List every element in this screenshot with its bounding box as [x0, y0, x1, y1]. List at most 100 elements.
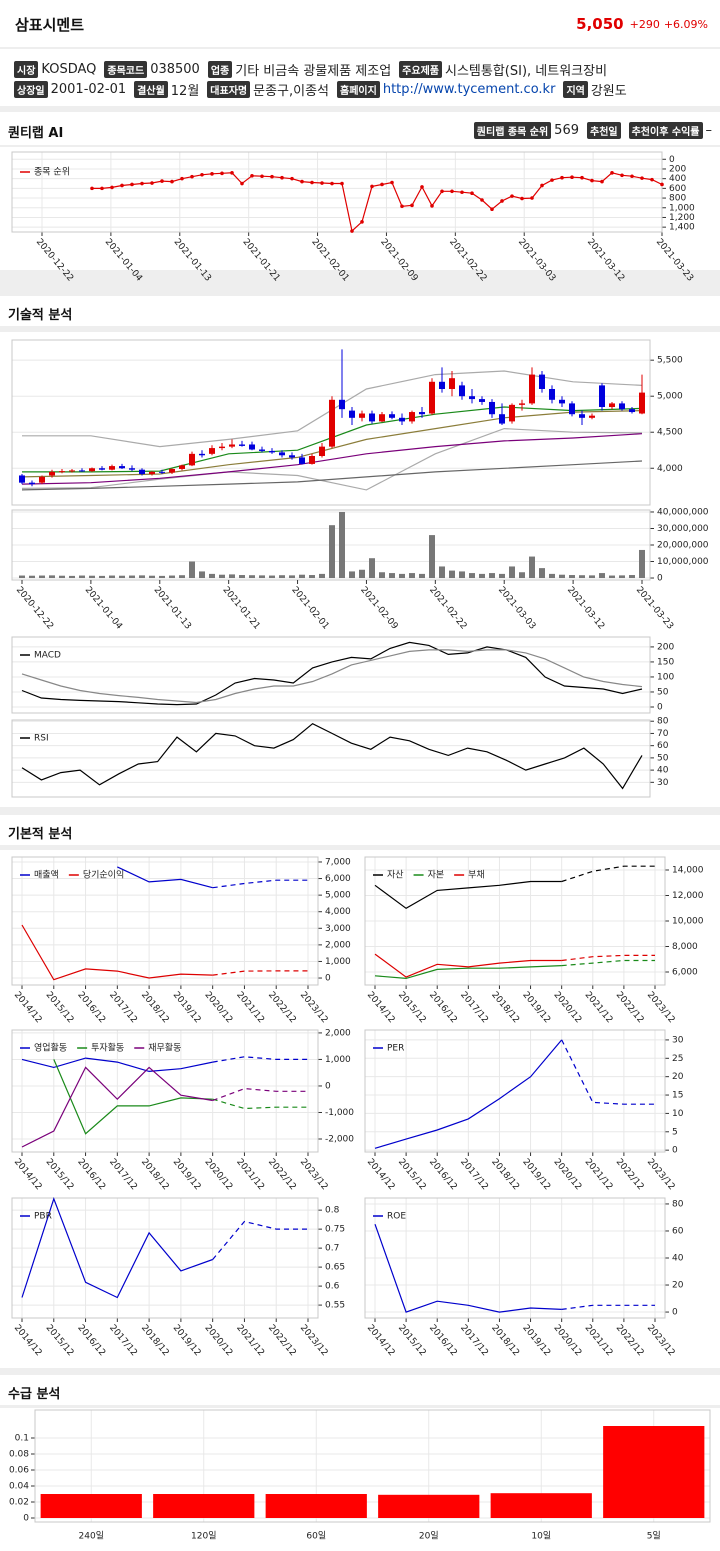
candle-body [449, 378, 455, 389]
forecast-line [212, 970, 308, 976]
bar [153, 1494, 255, 1518]
rank-point [500, 199, 504, 203]
volume-bar [639, 549, 645, 579]
volume-bar [79, 575, 85, 579]
y-tick-label: 10 [672, 1109, 684, 1119]
y-tick-label: 100 [657, 672, 674, 682]
rank-point [260, 174, 264, 179]
y-tick-label: 6,000 [325, 874, 351, 884]
candle-body [489, 401, 495, 415]
rank-point [240, 181, 244, 186]
rank-point [120, 183, 124, 188]
rank-point [110, 185, 114, 190]
y-tick-label: 0 [325, 974, 331, 984]
line [21, 1057, 213, 1073]
y-tick-label: 5,000 [325, 891, 351, 901]
y-tick-label: 0.1 [15, 1434, 29, 1444]
candle-body [159, 471, 165, 473]
section-title: 기본적 분석 [8, 827, 73, 842]
y-tick-label: 70 [657, 729, 669, 739]
candle-body [149, 471, 155, 475]
fundamental-panel [0, 850, 720, 1368]
y-tick-label: 0.08 [9, 1450, 29, 1460]
stock-name: 삼표시멘트 [15, 16, 85, 34]
info-value[interactable]: http://www.tycement.co.kr [382, 82, 556, 97]
y-tick-label: 0.6 [325, 1282, 340, 1292]
volume-bar [499, 573, 505, 579]
volume-bar [449, 570, 455, 579]
volume-bar [209, 573, 215, 579]
quantilab-stats: 퀀티랩 종목 순위 569 추천일 추천이후 수익률 – [473, 122, 712, 139]
rank-point [140, 181, 144, 186]
volume-bar [459, 571, 465, 579]
volume-bar [139, 575, 145, 579]
forecast-line [212, 879, 308, 889]
info-value: 038500 [150, 62, 200, 77]
candle-body [609, 403, 615, 408]
candle-body [479, 399, 485, 402]
price-change-pct: +6.09% [663, 17, 708, 31]
line [21, 1066, 213, 1148]
candle-body [169, 468, 175, 473]
candle-body [129, 468, 135, 470]
legend-label: 투자활동 [91, 1042, 124, 1054]
volume-bar [389, 573, 395, 579]
volume-bar [599, 573, 605, 579]
candle-body [59, 471, 65, 473]
y-tick-label: 2,000 [325, 1028, 351, 1038]
info-label: 업종 [207, 61, 233, 78]
volume-bar [189, 561, 195, 579]
plot-frame [11, 151, 663, 233]
indicator-line [21, 410, 643, 478]
y-tick-label: 150 [657, 657, 674, 667]
forecast-line [212, 1056, 308, 1063]
volume-bar [239, 575, 245, 579]
candle-body [549, 388, 555, 400]
rank-point [640, 176, 644, 180]
y-tick-label: 20 [672, 1072, 684, 1082]
candle-body [559, 399, 565, 404]
info-label: 홈페이지 [337, 81, 380, 98]
rank-point [390, 180, 394, 185]
legend-label: 영업활동 [34, 1042, 67, 1054]
rank-point [210, 172, 214, 176]
section-title: 퀀티랩 AI [8, 126, 64, 141]
y-tick-label: 80 [672, 1199, 684, 1209]
rank-point [660, 182, 664, 187]
candle-body [199, 453, 205, 456]
y-tick-label: 0 [325, 1081, 331, 1091]
rank-point [90, 186, 94, 191]
rank-point [170, 179, 174, 184]
candle-body [519, 403, 525, 405]
rank-point [280, 175, 284, 180]
y-tick-label: 0 [669, 155, 675, 165]
legend-label: RSI [34, 734, 49, 744]
volume-bar [359, 569, 365, 579]
y-tick-label: 400 [669, 174, 686, 184]
rank-point [270, 174, 274, 179]
y-tick-label: 0.04 [9, 1482, 29, 1492]
plot-frame [34, 1409, 711, 1523]
volume-bar [529, 556, 535, 579]
info-value: 문종구,이종석 [253, 84, 330, 99]
volume-bar [169, 575, 175, 579]
rank-point [430, 204, 434, 208]
label-pill: 추천일 [587, 122, 621, 139]
line [374, 965, 562, 980]
forecast-line [561, 865, 655, 883]
volume-bar [289, 575, 295, 579]
candle-body [279, 452, 285, 456]
section-title: 기술적 분석 [8, 308, 73, 323]
candle-body [579, 414, 585, 418]
forecast-line [212, 1220, 308, 1260]
candle-body [269, 450, 275, 453]
legend-label: 자산 [387, 870, 404, 881]
info-label: 시장 [14, 61, 39, 78]
y-tick-label: 0.75 [325, 1225, 345, 1235]
candle-body [639, 392, 645, 414]
volume-bar [19, 575, 25, 579]
forecast-line [561, 1039, 655, 1105]
line [374, 880, 562, 910]
indicator-line [21, 649, 643, 704]
x-tick-label: 120일 [191, 1531, 216, 1542]
